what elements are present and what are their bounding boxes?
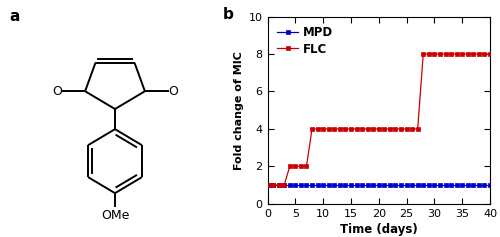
FLC: [382, 128, 388, 130]
MPD: [337, 184, 343, 187]
FLC: [348, 128, 354, 130]
MPD: [270, 184, 276, 187]
MPD: [354, 184, 360, 187]
FLC: [387, 128, 393, 130]
MPD: [442, 184, 448, 187]
MPD: [470, 184, 476, 187]
MPD: [264, 184, 270, 187]
Text: O: O: [52, 85, 62, 98]
FLC: [376, 128, 382, 130]
Text: O: O: [168, 85, 178, 98]
FLC: [331, 128, 337, 130]
MPD: [476, 184, 482, 187]
Y-axis label: Fold change of MIC: Fold change of MIC: [234, 51, 244, 170]
FLC: [437, 53, 443, 55]
MPD: [454, 184, 460, 187]
FLC: [270, 184, 276, 187]
FLC: [454, 53, 460, 55]
FLC: [364, 128, 370, 130]
MPD: [398, 184, 404, 187]
MPD: [331, 184, 337, 187]
FLC: [359, 128, 365, 130]
FLC: [404, 128, 409, 130]
Text: a: a: [9, 9, 20, 24]
MPD: [364, 184, 370, 187]
FLC: [476, 53, 482, 55]
Line: FLC: FLC: [266, 53, 492, 187]
MPD: [459, 184, 465, 187]
FLC: [320, 128, 326, 130]
FLC: [465, 53, 471, 55]
FLC: [398, 128, 404, 130]
FLC: [370, 128, 376, 130]
MPD: [370, 184, 376, 187]
FLC: [432, 53, 438, 55]
FLC: [276, 184, 281, 187]
FLC: [326, 128, 332, 130]
MPD: [414, 184, 420, 187]
MPD: [298, 184, 304, 187]
FLC: [287, 165, 293, 168]
MPD: [426, 184, 432, 187]
MPD: [437, 184, 443, 187]
FLC: [442, 53, 448, 55]
MPD: [420, 184, 426, 187]
MPD: [287, 184, 293, 187]
Text: OMe: OMe: [101, 209, 129, 222]
FLC: [264, 184, 270, 187]
FLC: [314, 128, 320, 130]
MPD: [482, 184, 488, 187]
MPD: [487, 184, 493, 187]
Line: MPD: MPD: [266, 184, 492, 187]
FLC: [470, 53, 476, 55]
MPD: [348, 184, 354, 187]
FLC: [281, 184, 287, 187]
MPD: [314, 184, 320, 187]
MPD: [392, 184, 398, 187]
MPD: [448, 184, 454, 187]
FLC: [482, 53, 488, 55]
FLC: [487, 53, 493, 55]
MPD: [387, 184, 393, 187]
FLC: [309, 128, 315, 130]
MPD: [342, 184, 348, 187]
MPD: [465, 184, 471, 187]
FLC: [414, 128, 420, 130]
MPD: [292, 184, 298, 187]
MPD: [304, 184, 310, 187]
MPD: [432, 184, 438, 187]
MPD: [376, 184, 382, 187]
Legend: MPD, FLC: MPD, FLC: [274, 23, 336, 59]
FLC: [342, 128, 348, 130]
MPD: [276, 184, 281, 187]
MPD: [409, 184, 415, 187]
FLC: [392, 128, 398, 130]
MPD: [326, 184, 332, 187]
MPD: [281, 184, 287, 187]
FLC: [298, 165, 304, 168]
FLC: [426, 53, 432, 55]
MPD: [404, 184, 409, 187]
FLC: [337, 128, 343, 130]
FLC: [420, 53, 426, 55]
FLC: [448, 53, 454, 55]
X-axis label: Time (days): Time (days): [340, 223, 417, 236]
MPD: [320, 184, 326, 187]
FLC: [409, 128, 415, 130]
FLC: [354, 128, 360, 130]
MPD: [359, 184, 365, 187]
FLC: [304, 165, 310, 168]
Text: b: b: [223, 7, 234, 22]
MPD: [309, 184, 315, 187]
MPD: [382, 184, 388, 187]
FLC: [292, 165, 298, 168]
FLC: [459, 53, 465, 55]
